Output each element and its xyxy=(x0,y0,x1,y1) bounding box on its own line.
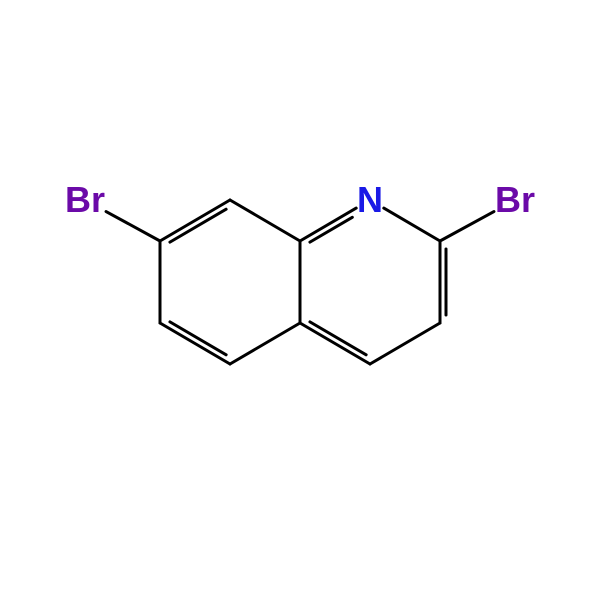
atom-label-br: Br xyxy=(65,179,105,221)
atom-label-n: N xyxy=(357,179,383,221)
atom-label-br: Br xyxy=(495,179,535,221)
molecule-bonds xyxy=(0,0,600,600)
molecule-canvas: Br N Br xyxy=(0,0,600,600)
